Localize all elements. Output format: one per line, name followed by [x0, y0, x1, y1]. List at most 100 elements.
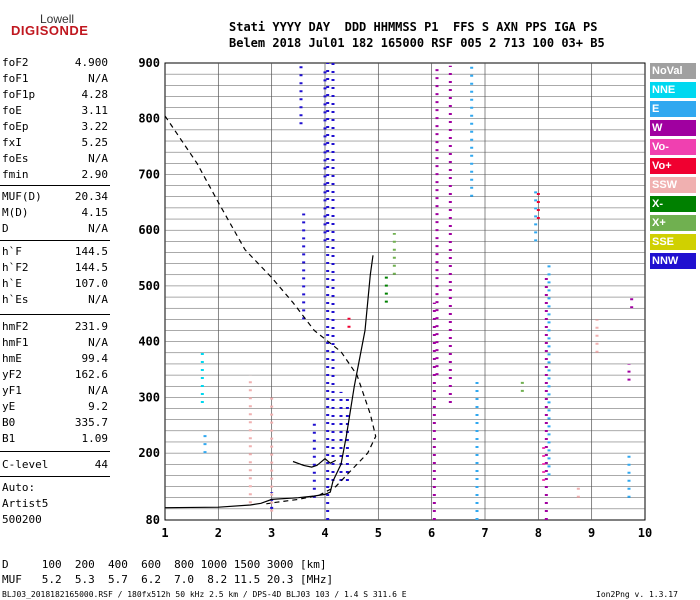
param-row: h`Es N/A: [2, 293, 108, 309]
param-label: B1: [2, 432, 16, 445]
autoscaling-label: Auto:: [2, 481, 36, 494]
autoscaling-version: 500200: [2, 513, 42, 526]
legend-label: SSE: [652, 236, 675, 248]
param-value: 3.11: [81, 104, 109, 117]
y-tick-label: 80: [146, 513, 160, 527]
profile-curves: [164, 115, 377, 509]
param-row: foEp 3.22: [2, 120, 108, 136]
param-value: 1.09: [81, 432, 109, 445]
param-value: 162.6: [74, 368, 108, 381]
param-row: hmE 99.4: [2, 352, 108, 368]
legend-item: Vo+: [650, 158, 696, 174]
clevel-row: C-level 44: [2, 458, 108, 474]
y-tick-labels: 80 200 300 400 500 600 700 800 900: [138, 56, 160, 527]
param-label: D: [2, 222, 9, 235]
param-label: yF2: [2, 368, 22, 381]
param-row: yE 9.2: [2, 400, 108, 416]
param-row: hmF1 N/A: [2, 336, 108, 352]
param-value: 9.2: [88, 400, 108, 413]
param-row: foF1p 4.28: [2, 88, 108, 104]
divider: [0, 451, 110, 452]
param-label: fxI: [2, 136, 22, 149]
legend-item: SSW: [650, 177, 696, 193]
divider: [0, 314, 110, 315]
param-label: h`F2: [2, 261, 29, 274]
param-label: foF1: [2, 72, 29, 85]
y-tick-label: 500: [138, 279, 160, 293]
legend-label: X-: [652, 198, 663, 210]
clevel-label: C-level: [2, 458, 49, 471]
param-label: h`Es: [2, 293, 29, 306]
muf-value-row: MUF 5.2 5.3 5.7 6.2 7.0 8.2 11.5 20.3 [M…: [2, 573, 334, 586]
clevel-value: 44: [94, 458, 108, 471]
x-tick-label: 8: [535, 526, 542, 540]
divider: [0, 240, 110, 241]
param-value: 5.25: [81, 136, 109, 149]
x-tick-labels: 1 2 3 4 5 6 7 8 9 10: [161, 526, 652, 540]
param-row: MUF(D) 20.34: [2, 190, 108, 206]
x-tick-label: 9: [588, 526, 595, 540]
y-tick-label: 400: [138, 335, 160, 349]
footer-version: Ion2Png v. 1.3.17: [596, 590, 678, 599]
param-value: N/A: [88, 72, 108, 85]
param-label: foF2: [2, 56, 29, 69]
header-line-1: Stati YYYY DAY DDD HHMMSS P1 FFS S AXN P…: [229, 20, 598, 34]
profile-curve: [164, 115, 377, 505]
legend-label: SSW: [652, 179, 678, 191]
param-row: foF2 4.900: [2, 56, 108, 72]
param-value: 20.34: [74, 190, 108, 203]
legend-label: E: [652, 103, 660, 115]
param-row: hmF2 231.9: [2, 320, 108, 336]
autoscaling-artist: Artist5: [2, 497, 49, 510]
param-row: foF1 N/A: [2, 72, 108, 88]
param-row: yF2 162.6: [2, 368, 108, 384]
legend-item: E: [650, 101, 696, 117]
param-row: D N/A: [2, 222, 108, 238]
param-row: h`F2 144.5: [2, 261, 108, 277]
param-value: 2.90: [81, 168, 109, 181]
y-tick-label: 300: [138, 390, 160, 404]
divider: [0, 185, 110, 186]
param-value: N/A: [88, 222, 108, 235]
y-tick-label: 600: [138, 223, 160, 237]
param-value: 99.4: [81, 352, 109, 365]
param-row: fxI 5.25: [2, 136, 108, 152]
legend-item: W: [650, 120, 696, 136]
param-value: N/A: [88, 336, 108, 349]
param-label: hmE: [2, 352, 22, 365]
param-value: 3.22: [81, 120, 109, 133]
param-value: 144.5: [74, 261, 108, 274]
param-value: N/A: [88, 384, 108, 397]
y-tick-label: 800: [138, 112, 160, 126]
echo-traces: [200, 63, 634, 520]
legend-label: Vo+: [652, 160, 672, 172]
param-row: M(D) 4.15: [2, 206, 108, 222]
param-value: N/A: [88, 293, 108, 306]
param-value: 4.28: [81, 88, 109, 101]
y-tick-label: 700: [138, 167, 160, 181]
param-label: h`F: [2, 245, 22, 258]
legend-label: NNW: [652, 255, 679, 267]
legend-item: NNE: [650, 82, 696, 98]
param-row: B1 1.09: [2, 432, 108, 448]
x-tick-label: 3: [268, 526, 275, 540]
y-tick-label: 200: [138, 446, 160, 460]
legend-item: X-: [650, 196, 696, 212]
legend-label: NoVal: [652, 65, 683, 77]
x-tick-label: 6: [428, 526, 435, 540]
param-label: hmF2: [2, 320, 29, 333]
logo-brand: Lowell: [40, 12, 75, 26]
param-value: N/A: [88, 152, 108, 165]
x-tick-label: 2: [215, 526, 222, 540]
param-value: 107.0: [74, 277, 108, 290]
param-row: B0 335.7: [2, 416, 108, 432]
muf-distance-row: D 100 200 400 600 800 1000 1500 3000 [km…: [2, 558, 327, 571]
param-label: foE: [2, 104, 22, 117]
param-value: 231.9: [74, 320, 108, 333]
param-value: 144.5: [74, 245, 108, 258]
param-label: hmF1: [2, 336, 29, 349]
param-label: fmin: [2, 168, 29, 181]
param-label: yF1: [2, 384, 22, 397]
param-label: foEp: [2, 120, 29, 133]
